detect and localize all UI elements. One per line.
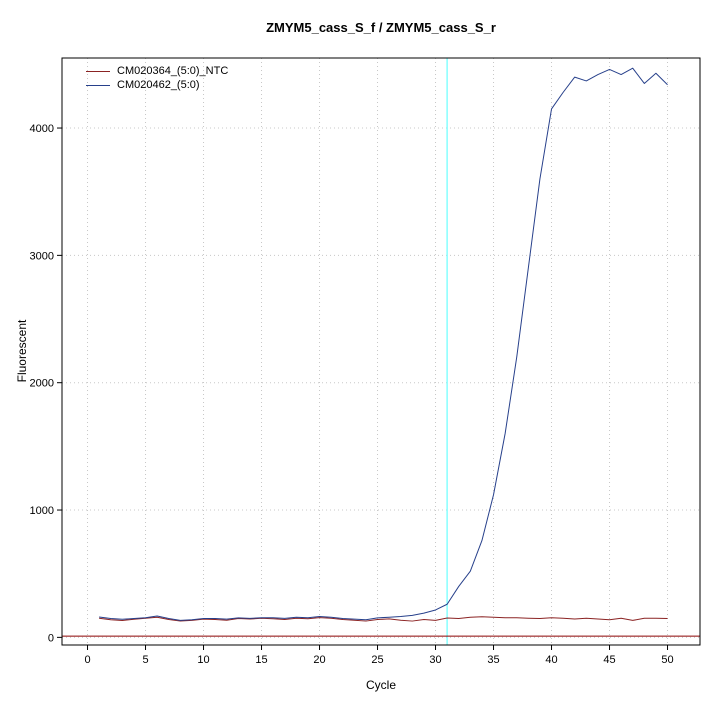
plot-border	[61, 57, 701, 646]
x-tick-label: 25	[371, 654, 383, 666]
legend: CM020364_(5:0)_NTC CM020462_(5:0)	[86, 64, 228, 92]
x-tick-label: 5	[142, 654, 148, 666]
x-tick-label: 30	[429, 654, 441, 666]
legend-line-ntc-icon	[86, 70, 110, 72]
legend-label-sample: CM020462_(5:0)	[117, 79, 200, 91]
x-tick-label: 45	[603, 654, 615, 666]
legend-line-sample-icon	[86, 84, 110, 86]
x-tick-label: 15	[255, 654, 267, 666]
legend-item-sample: CM020462_(5:0)	[86, 78, 228, 92]
x-tick-label: 50	[661, 654, 673, 666]
series-line-ntc	[99, 616, 668, 622]
x-tick-label: 20	[313, 654, 325, 666]
legend-label-ntc: CM020364_(5:0)_NTC	[117, 65, 229, 77]
y-tick-label: 2000	[30, 378, 54, 390]
series-line-sample	[99, 67, 668, 621]
x-tick-label: 35	[487, 654, 499, 666]
y-tick-label: 3000	[30, 250, 54, 262]
x-tick-label: 40	[545, 654, 557, 666]
x-tick-label: 10	[197, 654, 209, 666]
x-axis-label: Cycle	[365, 678, 396, 692]
y-tick-label: 1000	[30, 505, 54, 517]
y-axis-label: Fluorescent	[15, 319, 29, 383]
legend-item-ntc: CM020364_(5:0)_NTC	[86, 64, 228, 78]
y-tick-label: 0	[48, 632, 54, 644]
x-tick-label: 0	[84, 654, 90, 666]
chart-title: ZMYM5_cass_S_f / ZMYM5_cass_S_r	[266, 20, 496, 35]
y-tick-label: 4000	[30, 123, 54, 135]
